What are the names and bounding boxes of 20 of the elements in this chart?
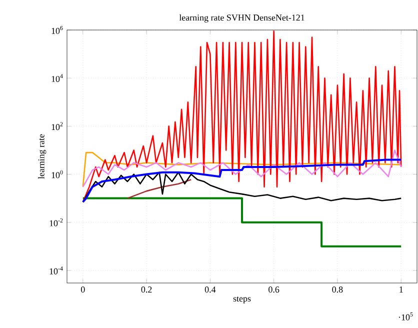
x-tick-label: 0.8 [332, 286, 343, 293]
line-series [82, 158, 402, 204]
x-tick-label: 0.4 [204, 286, 216, 293]
y-tick-label: 10$^{-4}$ [50, 266, 63, 274]
chart-title: learning rate SVHN DenseNet-121 [179, 14, 304, 22]
x-tick-label: 0.2 [141, 286, 152, 293]
x-axis-title: steps [233, 296, 251, 304]
x-tick-label: 1 [400, 286, 403, 292]
x-tick-label: 0 [81, 286, 85, 293]
text: ·10$^{5}$ [399, 312, 413, 320]
y-tick-label: 10$^{-2}$ [50, 218, 63, 226]
line-series [82, 30, 402, 203]
y-tick-label: 10$^{6}$ [52, 26, 63, 34]
y-tick-label: 10$^{2}$ [52, 122, 63, 130]
y-tick-label: 10$^{4}$ [52, 74, 63, 82]
x-tick-label: 0.6 [268, 286, 280, 293]
y-axis-title: learning rate [38, 134, 46, 179]
y-tick-label: 10$^{0}$ [52, 170, 63, 178]
line-series [82, 172, 402, 203]
line-series [126, 178, 192, 199]
